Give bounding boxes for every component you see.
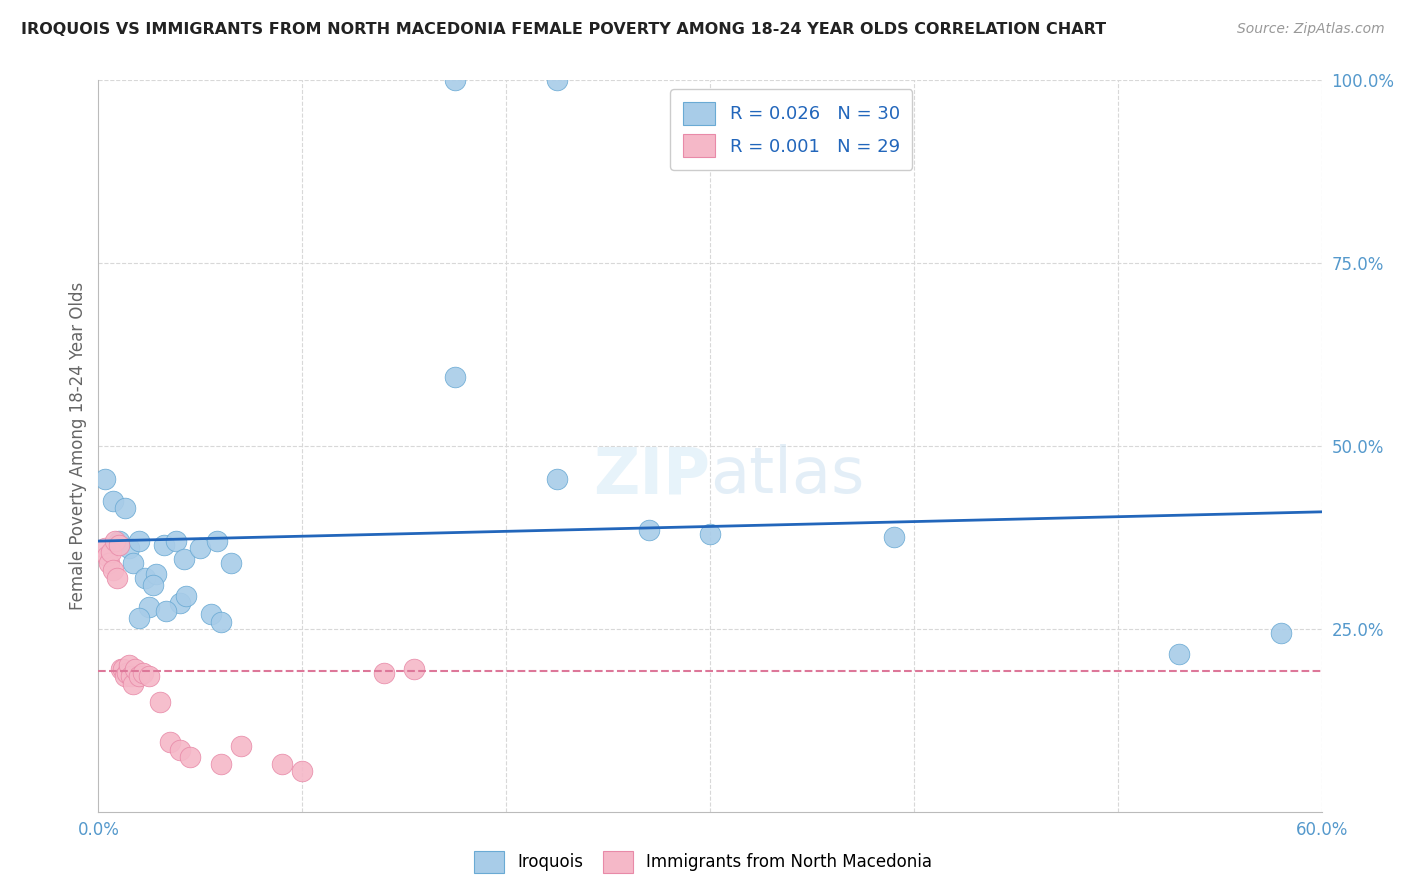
Point	[128, 534, 150, 549]
Point	[159, 735, 181, 749]
Legend: R = 0.026   N = 30, R = 0.001   N = 29: R = 0.026 N = 30, R = 0.001 N = 29	[671, 89, 912, 170]
Point	[96, 549, 118, 563]
Point	[444, 73, 467, 87]
Point	[108, 534, 131, 549]
Point	[546, 472, 568, 486]
Point	[169, 742, 191, 756]
Point	[138, 669, 160, 683]
Text: Source: ZipAtlas.com: Source: ZipAtlas.com	[1237, 22, 1385, 37]
Legend: Iroquois, Immigrants from North Macedonia: Iroquois, Immigrants from North Macedoni…	[467, 845, 939, 880]
Point	[132, 665, 155, 680]
Point	[270, 757, 294, 772]
Point	[128, 669, 150, 683]
Point	[114, 501, 136, 516]
Point	[97, 556, 120, 570]
Point	[120, 669, 142, 683]
Point	[404, 662, 426, 676]
Point	[105, 571, 128, 585]
Point	[883, 530, 905, 544]
Point	[110, 662, 132, 676]
Point	[115, 665, 138, 680]
Point	[174, 589, 197, 603]
Point	[152, 538, 174, 552]
Point	[93, 541, 115, 556]
Text: atlas: atlas	[710, 444, 865, 507]
Point	[173, 552, 195, 566]
Point	[179, 749, 201, 764]
Point	[122, 676, 145, 690]
Point	[200, 607, 222, 622]
Point	[101, 563, 124, 577]
Point	[209, 757, 232, 772]
Point	[231, 739, 253, 753]
Point	[93, 472, 115, 486]
Y-axis label: Female Poverty Among 18-24 Year Olds: Female Poverty Among 18-24 Year Olds	[69, 282, 87, 610]
Text: IROQUOIS VS IMMIGRANTS FROM NORTH MACEDONIA FEMALE POVERTY AMONG 18-24 YEAR OLDS: IROQUOIS VS IMMIGRANTS FROM NORTH MACEDO…	[21, 22, 1107, 37]
Point	[219, 556, 242, 570]
Point	[114, 669, 136, 683]
Point	[101, 494, 124, 508]
Point	[122, 556, 145, 570]
Point	[118, 541, 141, 556]
Point	[444, 369, 467, 384]
Point	[188, 541, 212, 556]
Point	[546, 73, 568, 87]
Point	[165, 534, 187, 549]
Point	[209, 615, 232, 629]
Point	[373, 665, 395, 680]
Point	[205, 534, 228, 549]
Point	[1167, 648, 1189, 662]
Point	[104, 534, 127, 549]
Point	[149, 695, 172, 709]
Point	[1270, 625, 1292, 640]
Point	[291, 764, 314, 779]
Point	[128, 611, 150, 625]
Point	[124, 662, 146, 676]
Point	[169, 596, 191, 610]
Point	[142, 578, 165, 592]
Point	[155, 603, 177, 617]
Text: ZIP: ZIP	[593, 444, 710, 507]
Point	[111, 662, 134, 676]
Point	[138, 599, 160, 614]
Point	[108, 538, 131, 552]
Point	[638, 523, 661, 537]
Point	[134, 571, 156, 585]
Point	[699, 526, 721, 541]
Point	[100, 545, 122, 559]
Point	[145, 567, 167, 582]
Point	[118, 658, 141, 673]
